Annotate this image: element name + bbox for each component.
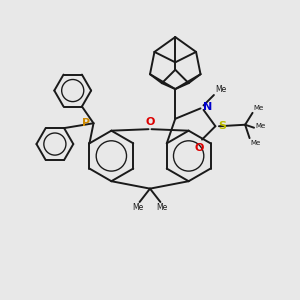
Text: P: P [82,118,90,128]
Text: Me: Me [133,203,144,212]
Text: Me: Me [256,123,266,129]
Text: S: S [218,121,226,131]
Text: O: O [195,142,204,153]
Text: Me: Me [215,85,226,94]
Text: Me: Me [250,140,261,146]
Text: Me: Me [156,203,167,212]
Text: O: O [145,117,155,127]
Text: Me: Me [254,105,264,111]
Text: N: N [202,102,212,112]
